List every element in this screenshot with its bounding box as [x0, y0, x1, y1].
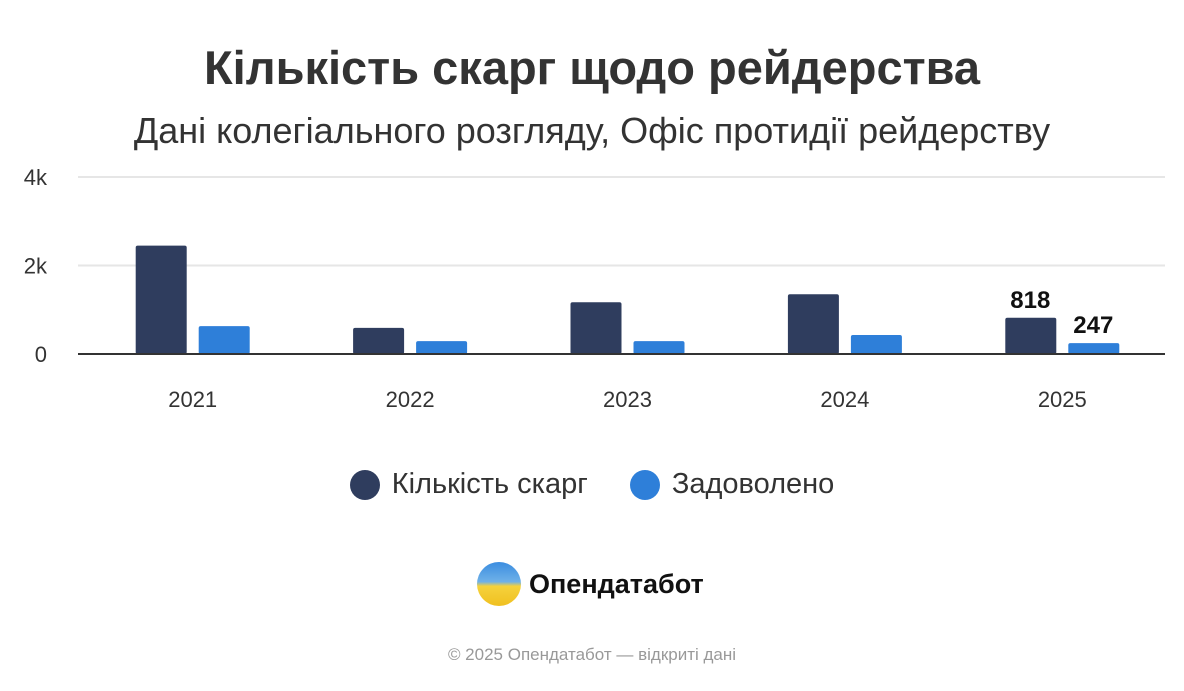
bar-2024-1[interactable]	[850, 334, 902, 354]
data-label: 247	[1073, 312, 1113, 339]
bar-2023-1[interactable]	[633, 341, 685, 354]
logo: Опендатабот	[477, 562, 704, 606]
bar-2022-0[interactable]	[353, 327, 405, 354]
logo-icon	[477, 562, 521, 606]
footer: © 2025 Опендатабот — відкриті дані	[447, 645, 737, 664]
x-tick-label: 2023	[603, 387, 652, 412]
chart-subtitle: Дані колегіального розгляду, Офіс протид…	[133, 110, 1051, 151]
logo-text: Опендатабот	[529, 568, 704, 599]
x-tick-label: 2022	[386, 387, 435, 412]
legend-label: Кількість скарг	[391, 468, 588, 500]
y-tick-label: 0	[35, 342, 47, 367]
bar-2021-1[interactable]	[198, 326, 250, 354]
y-tick-label: 2k	[24, 254, 48, 279]
x-tick-label: 2024	[820, 387, 869, 412]
bar-2023-0[interactable]	[570, 302, 622, 354]
legend-item-satisfied[interactable]: Задоволено	[629, 468, 835, 501]
legend: Кількість скарг Задоволено	[0, 468, 1184, 501]
bar-2021-0[interactable]	[135, 245, 187, 354]
bar-2025-0[interactable]	[1005, 317, 1057, 354]
bar-chart: 0 2k 4k 2021 2022 2023 2024 818 247 2025	[24, 165, 1165, 412]
chart-title: Кількість скарг щодо рейдерства	[203, 41, 981, 94]
bar-2022-1[interactable]	[416, 341, 468, 354]
x-tick-label: 2025	[1038, 387, 1087, 412]
legend-item-complaints[interactable]: Кількість скарг	[349, 468, 588, 501]
legend-marker	[629, 469, 660, 500]
x-tick-label: 2021	[168, 387, 217, 412]
bar-2025-1[interactable]	[1068, 343, 1120, 354]
legend-label: Задоволено	[671, 468, 835, 500]
bar-2024-0[interactable]	[787, 294, 839, 354]
data-label: 818	[1010, 287, 1050, 314]
legend-marker	[349, 469, 380, 500]
y-tick-label: 4k	[24, 165, 48, 190]
